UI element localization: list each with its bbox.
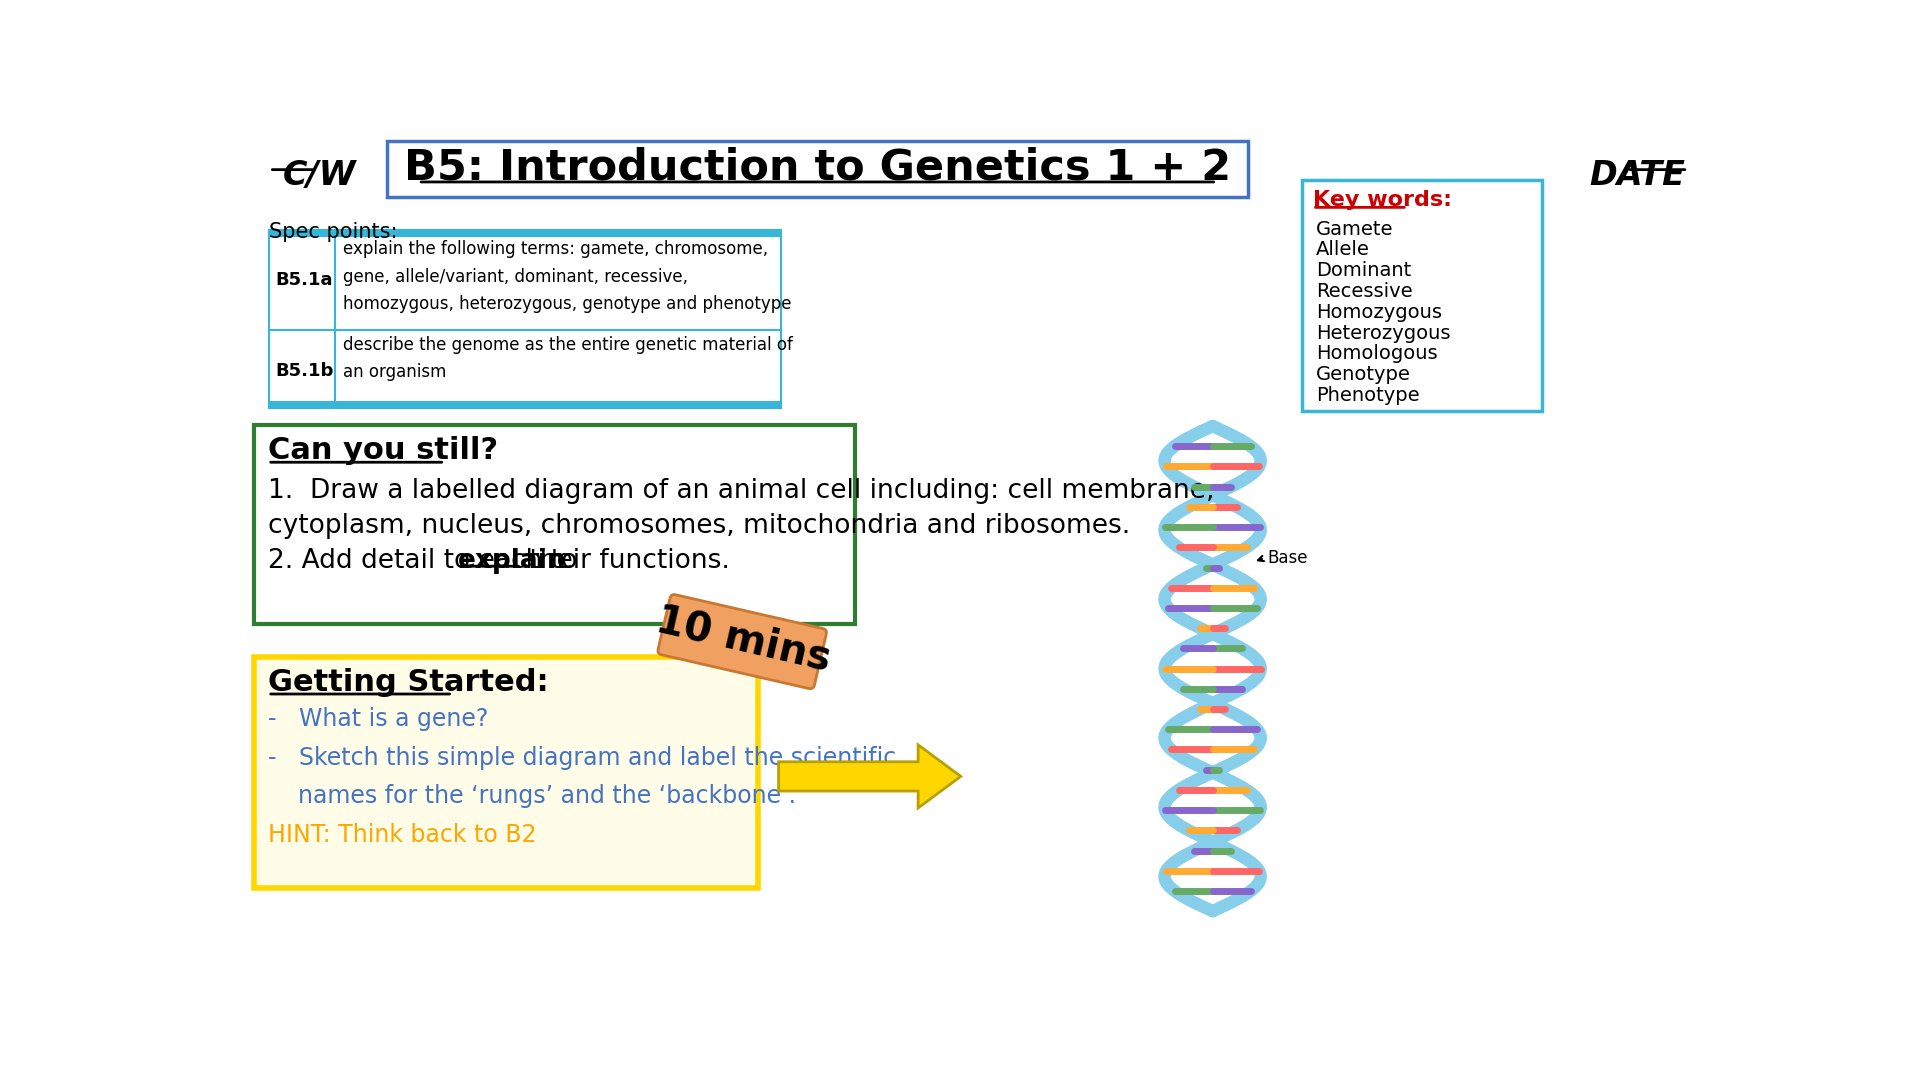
Text: Allele: Allele: [1315, 241, 1369, 259]
Text: Genotype: Genotype: [1315, 365, 1411, 384]
FancyBboxPatch shape: [269, 230, 781, 408]
Text: 1.  Draw a labelled diagram of an animal cell including: cell membrane,: 1. Draw a labelled diagram of an animal …: [269, 477, 1215, 503]
Text: Getting Started:: Getting Started:: [269, 667, 549, 697]
Text: B5.1a: B5.1a: [276, 271, 334, 288]
Text: C/W: C/W: [282, 159, 357, 192]
Text: cytoplasm, nucleus, chromosomes, mitochondria and ribosomes.: cytoplasm, nucleus, chromosomes, mitocho…: [269, 513, 1131, 539]
Text: Homozygous: Homozygous: [1315, 302, 1442, 322]
Text: Phenotype: Phenotype: [1315, 386, 1419, 405]
Text: explain: explain: [457, 549, 566, 575]
FancyBboxPatch shape: [269, 402, 781, 408]
Text: names for the ‘rungs’ and the ‘backbone’.: names for the ‘rungs’ and the ‘backbone’…: [269, 784, 797, 808]
Text: Dominant: Dominant: [1315, 261, 1411, 281]
Text: Can you still?: Can you still?: [269, 436, 497, 465]
FancyBboxPatch shape: [659, 595, 826, 689]
Text: Key words:: Key words:: [1313, 190, 1452, 211]
FancyBboxPatch shape: [269, 230, 781, 237]
Text: Heterozygous: Heterozygous: [1315, 324, 1450, 342]
FancyBboxPatch shape: [388, 141, 1248, 197]
Text: Homologous: Homologous: [1315, 345, 1438, 364]
Text: HINT: Think back to B2: HINT: Think back to B2: [269, 823, 536, 847]
FancyBboxPatch shape: [253, 657, 758, 888]
FancyArrow shape: [780, 745, 960, 808]
Text: Gamete: Gamete: [1315, 219, 1394, 239]
Text: -   Sketch this simple diagram and label the scientific: - Sketch this simple diagram and label t…: [269, 745, 897, 770]
Text: describe the genome as the entire genetic material of
an organism: describe the genome as the entire geneti…: [344, 336, 793, 381]
Text: Spec points:: Spec points:: [269, 222, 397, 242]
Text: B5: Introduction to Genetics 1 + 2: B5: Introduction to Genetics 1 + 2: [403, 146, 1231, 188]
Text: B5.1b: B5.1b: [276, 362, 334, 380]
Text: Base: Base: [1267, 549, 1308, 567]
Text: DATE: DATE: [1590, 159, 1686, 192]
Text: 2. Add detail to each to: 2. Add detail to each to: [269, 549, 586, 575]
FancyBboxPatch shape: [1302, 179, 1542, 410]
Text: explain the following terms: gamete, chromosome,
gene, allele/variant, dominant,: explain the following terms: gamete, chr…: [344, 241, 791, 313]
Text: 10 mins: 10 mins: [653, 599, 835, 679]
Text: -   What is a gene?: - What is a gene?: [269, 707, 488, 731]
Text: their functions.: their functions.: [522, 549, 730, 575]
FancyBboxPatch shape: [253, 426, 854, 624]
Text: Recessive: Recessive: [1315, 282, 1413, 301]
